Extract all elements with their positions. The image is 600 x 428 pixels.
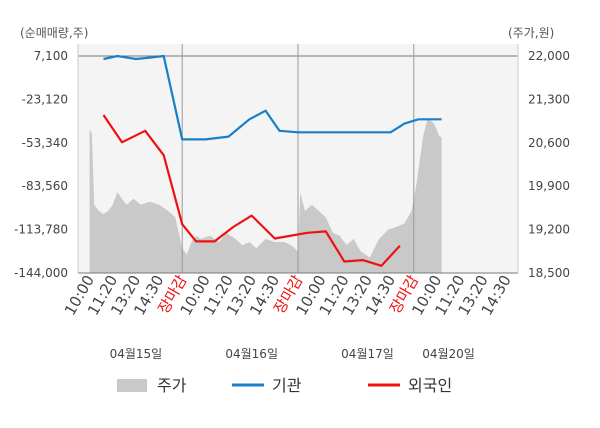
left-tick-label: -113,780 <box>14 223 68 237</box>
legend-swatch-area <box>117 379 147 392</box>
left-tick-label: -144,000 <box>14 266 68 280</box>
right-tick-label: 20,600 <box>528 136 570 150</box>
legend-label: 주가 <box>157 376 187 395</box>
right-axis-title: (주가,원) <box>508 26 554 40</box>
right-tick-label: 21,300 <box>528 92 570 106</box>
legend-label: 기관 <box>272 376 302 395</box>
date-labels: 04월15일 04월16일 04월17일 04월20일 <box>110 347 475 361</box>
price-area-layer <box>89 118 442 273</box>
right-tick-label: 19,200 <box>528 223 570 237</box>
left-tick-label: -53,340 <box>22 136 68 150</box>
right-tick-label: 18,500 <box>528 266 570 280</box>
series-line-left-ee1111 <box>102 114 401 267</box>
series-line-left-1a7fc9 <box>103 54 442 141</box>
x-axis-ticks: 10:0011:2013:2014:30장마감10:0011:2013:2014… <box>61 272 515 319</box>
left-tick-label: -23,120 <box>22 92 68 106</box>
date-label: 04월15일 <box>110 347 163 361</box>
price-area <box>89 118 442 273</box>
left-axis-title: (순매매량,주) <box>20 26 88 40</box>
chart-legend: 주가 기관 외국인 <box>117 376 452 395</box>
left-tick-label: -83,560 <box>22 179 68 193</box>
left-tick-label: 7,100 <box>34 49 68 63</box>
legend-label: 외국인 <box>408 376 452 395</box>
right-axis-ticks: 22,000 21,300 20,600 19,900 19,200 18,500 <box>528 49 570 280</box>
date-label: 04월16일 <box>225 347 278 361</box>
series-lines-layer <box>102 54 442 267</box>
right-tick-label: 22,000 <box>528 49 570 63</box>
grid-layer <box>77 44 519 274</box>
left-axis-ticks: 7,100 -23,120 -53,340 -83,560 -113,780 -144,0… <box>14 49 68 280</box>
date-label: 04월17일 <box>341 347 394 361</box>
date-label: 04월20일 <box>422 347 475 361</box>
right-tick-label: 19,900 <box>528 179 570 193</box>
